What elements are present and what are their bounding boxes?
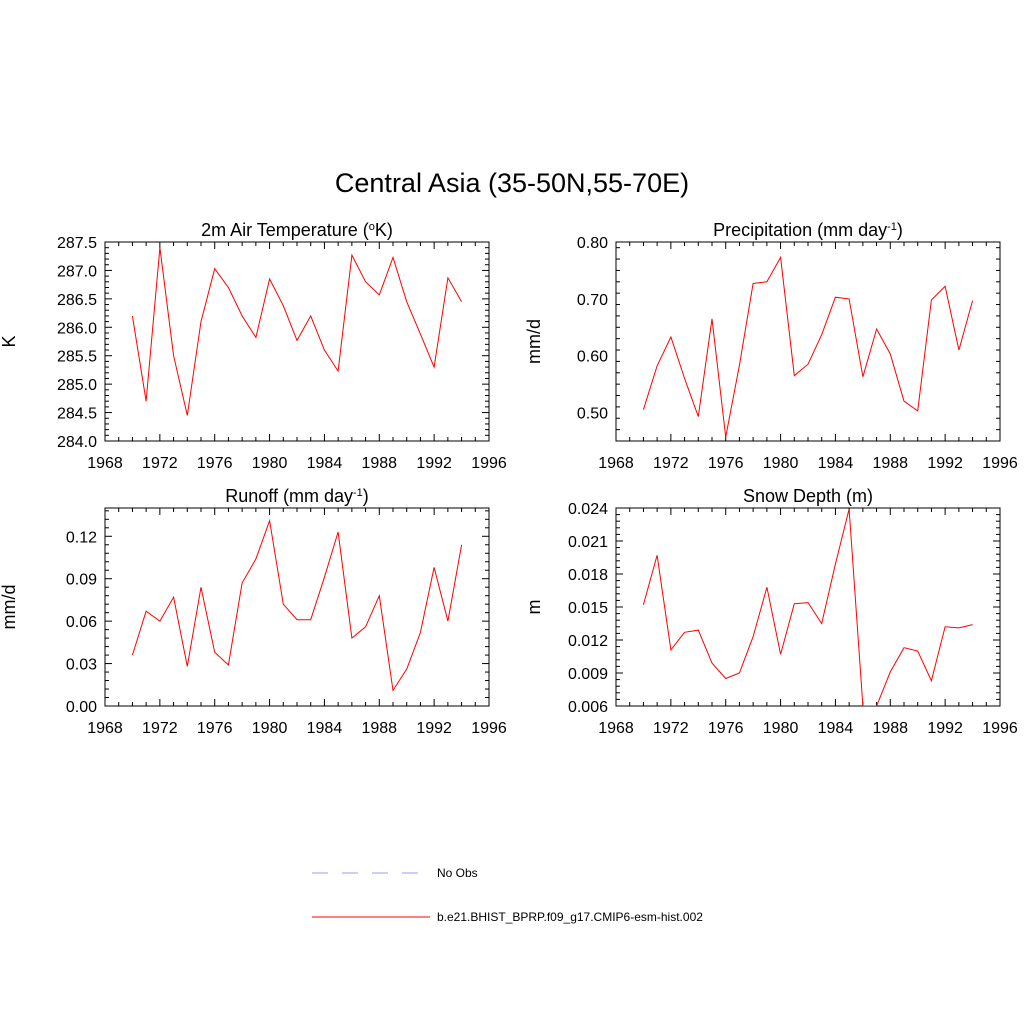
legend-label-no-obs: No Obs <box>437 866 478 880</box>
series-line <box>642 255 974 438</box>
x-tick-label: 1980 <box>252 720 288 737</box>
y-tick-label: 0.024 <box>568 501 608 518</box>
x-tick-label: 1980 <box>763 720 799 737</box>
y-tick-label: 0.70 <box>577 292 608 309</box>
legend-label-model-run: b.e21.BHIST_BPRP.f09_g17.CMIP6-esm-hist.… <box>437 910 703 924</box>
plot-frame <box>104 507 490 707</box>
y-tick-label: 287.5 <box>57 235 97 252</box>
figure-title: Central Asia (35-50N,55-70E) <box>334 168 690 198</box>
y-tick-label: 0.018 <box>568 567 608 584</box>
x-tick-label: 1992 <box>416 720 452 737</box>
x-tick-label: 1976 <box>708 720 744 737</box>
x-tick-label: 1988 <box>361 720 397 737</box>
y-tick-label: 286.5 <box>57 292 97 309</box>
x-tick-label: 1992 <box>416 455 452 472</box>
y-tick-label: 0.006 <box>568 699 608 716</box>
y-tick-label: 0.03 <box>66 657 97 674</box>
x-tick-label: 1976 <box>708 455 744 472</box>
x-tick-label: 1992 <box>927 720 963 737</box>
x-tick-label: 1972 <box>142 455 178 472</box>
y-tick-label: 0.12 <box>66 529 97 546</box>
series-line <box>642 508 973 706</box>
x-tick-label: 1984 <box>818 720 854 737</box>
y-tick-label: 285.0 <box>57 377 97 394</box>
x-tick-label: 1984 <box>818 455 854 472</box>
x-tick-label: 1996 <box>471 455 507 472</box>
x-tick-label: 1988 <box>872 455 908 472</box>
y-axis-label: m <box>524 600 544 615</box>
x-tick-label: 1972 <box>653 720 689 737</box>
panel-title: Snow Depth (m) <box>743 486 873 506</box>
y-tick-label: 0.06 <box>66 614 97 631</box>
chart-panel-3: 1968 1972 1976 1980 1984 1988 1992 1996 0.00 0.03… <box>0 486 507 737</box>
y-tick-label: 0.021 <box>568 534 608 551</box>
y-tick-label: 286.0 <box>57 320 97 337</box>
panel-title: Runoff (mm day-1) <box>225 486 369 506</box>
y-tick-label: 0.015 <box>568 600 608 617</box>
x-tick-label: 1980 <box>252 455 288 472</box>
x-tick-label: 1976 <box>197 455 233 472</box>
x-tick-label: 1980 <box>763 455 799 472</box>
plot-frame <box>615 507 1001 707</box>
panel-title: Precipitation (mm day-1) <box>713 220 903 240</box>
x-tick-label: 1984 <box>307 455 343 472</box>
chart-panel-1: 1968 1972 1976 1980 1984 1988 1992 1996 284.0 284… <box>0 220 507 472</box>
chart-panel-2: 1968 1972 1976 1980 1984 1988 1992 1996 0.50 0.60… <box>524 220 1018 472</box>
x-tick-label: 1996 <box>982 720 1018 737</box>
x-tick-label: 1968 <box>87 720 123 737</box>
series-line <box>131 247 463 416</box>
plot-frame <box>615 241 1001 442</box>
y-tick-label: 0.012 <box>568 633 608 650</box>
y-tick-label: 284.5 <box>57 406 97 423</box>
y-axis-label: mm/d <box>524 319 544 364</box>
y-tick-label: 284.0 <box>57 434 97 451</box>
panel-title: 2m Air Temperature (oK) <box>201 220 393 240</box>
x-tick-label: 1984 <box>307 720 343 737</box>
y-tick-label: 0.09 <box>66 572 97 589</box>
x-tick-label: 1988 <box>872 720 908 737</box>
y-tick-label: 287.0 <box>57 263 97 280</box>
y-tick-label: 285.5 <box>57 349 97 366</box>
series-line <box>131 518 463 692</box>
y-axis-label: mm/d <box>0 585 19 630</box>
chart-panel-4: 1968 1972 1976 1980 1984 1988 1992 1996 0.006 0.0… <box>524 486 1018 737</box>
x-tick-label: 1968 <box>87 455 123 472</box>
y-tick-label: 0.009 <box>568 666 608 683</box>
x-tick-label: 1992 <box>927 455 963 472</box>
y-tick-label: 0.60 <box>577 349 608 366</box>
x-tick-label: 1988 <box>361 455 397 472</box>
x-tick-label: 1968 <box>598 720 634 737</box>
x-tick-label: 1972 <box>653 455 689 472</box>
x-tick-label: 1968 <box>598 455 634 472</box>
y-axis-label: K <box>0 335 19 347</box>
x-tick-label: 1996 <box>982 455 1018 472</box>
y-tick-label: 0.00 <box>66 699 97 716</box>
legend <box>312 872 430 918</box>
y-tick-label: 0.50 <box>577 406 608 423</box>
x-tick-label: 1996 <box>471 720 507 737</box>
x-tick-label: 1976 <box>197 720 233 737</box>
y-tick-label: 0.80 <box>577 235 608 252</box>
x-tick-label: 1972 <box>142 720 178 737</box>
